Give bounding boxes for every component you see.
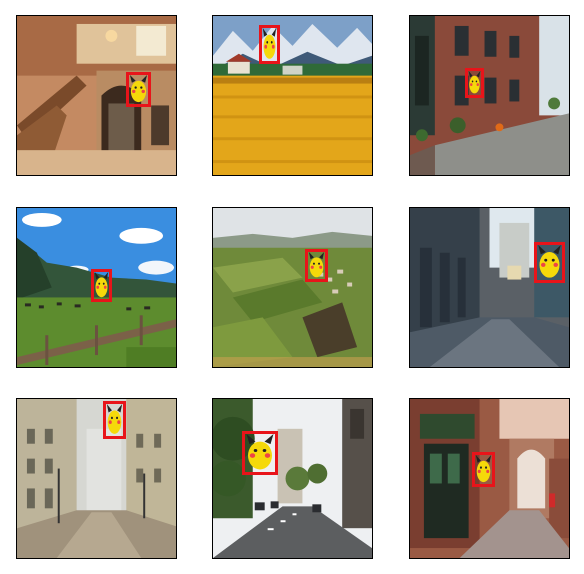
detection-box: [534, 242, 565, 283]
detection-box: [126, 72, 151, 107]
pikachu-sprite: [475, 455, 492, 483]
image-panel-old-brick-alley: [409, 398, 570, 559]
image-panel-tree-lined-avenue: [212, 398, 373, 559]
image-panel-mountain-pasture: [16, 207, 177, 368]
city-street-image: [410, 208, 569, 367]
brick-rowhouse-image: [410, 16, 569, 175]
detection-box: [242, 431, 278, 475]
detection-box: [259, 25, 280, 64]
image-panel-sunflower-field: [212, 15, 373, 176]
detection-box: [472, 452, 495, 487]
mansion-interior-image: [17, 16, 176, 175]
image-panel-foggy-street: [16, 398, 177, 559]
aerial-farmland-image: [213, 208, 372, 367]
old-brick-alley-image: [410, 399, 569, 558]
detection-box: [91, 269, 112, 302]
sunflower-field-image: [213, 16, 372, 175]
pikachu-sprite: [538, 245, 561, 278]
tree-lined-avenue-image: [213, 399, 372, 558]
pikachu-sprite: [106, 404, 123, 434]
image-panel-aerial-farmland: [212, 207, 373, 368]
image-panel-mansion-interior: [16, 15, 177, 176]
pikachu-sprite: [468, 71, 481, 94]
detection-box: [103, 401, 126, 439]
image-panel-city-street: [409, 207, 570, 368]
pikachu-sprite: [308, 252, 325, 278]
detection-box: [465, 68, 484, 98]
pikachu-sprite: [94, 272, 109, 298]
detection-box: [305, 249, 328, 282]
pikachu-sprite: [129, 75, 148, 103]
pikachu-sprite: [246, 434, 274, 470]
pikachu-sprite: [262, 28, 277, 59]
foggy-street-image: [17, 399, 176, 558]
image-panel-brick-rowhouses: [409, 15, 570, 176]
